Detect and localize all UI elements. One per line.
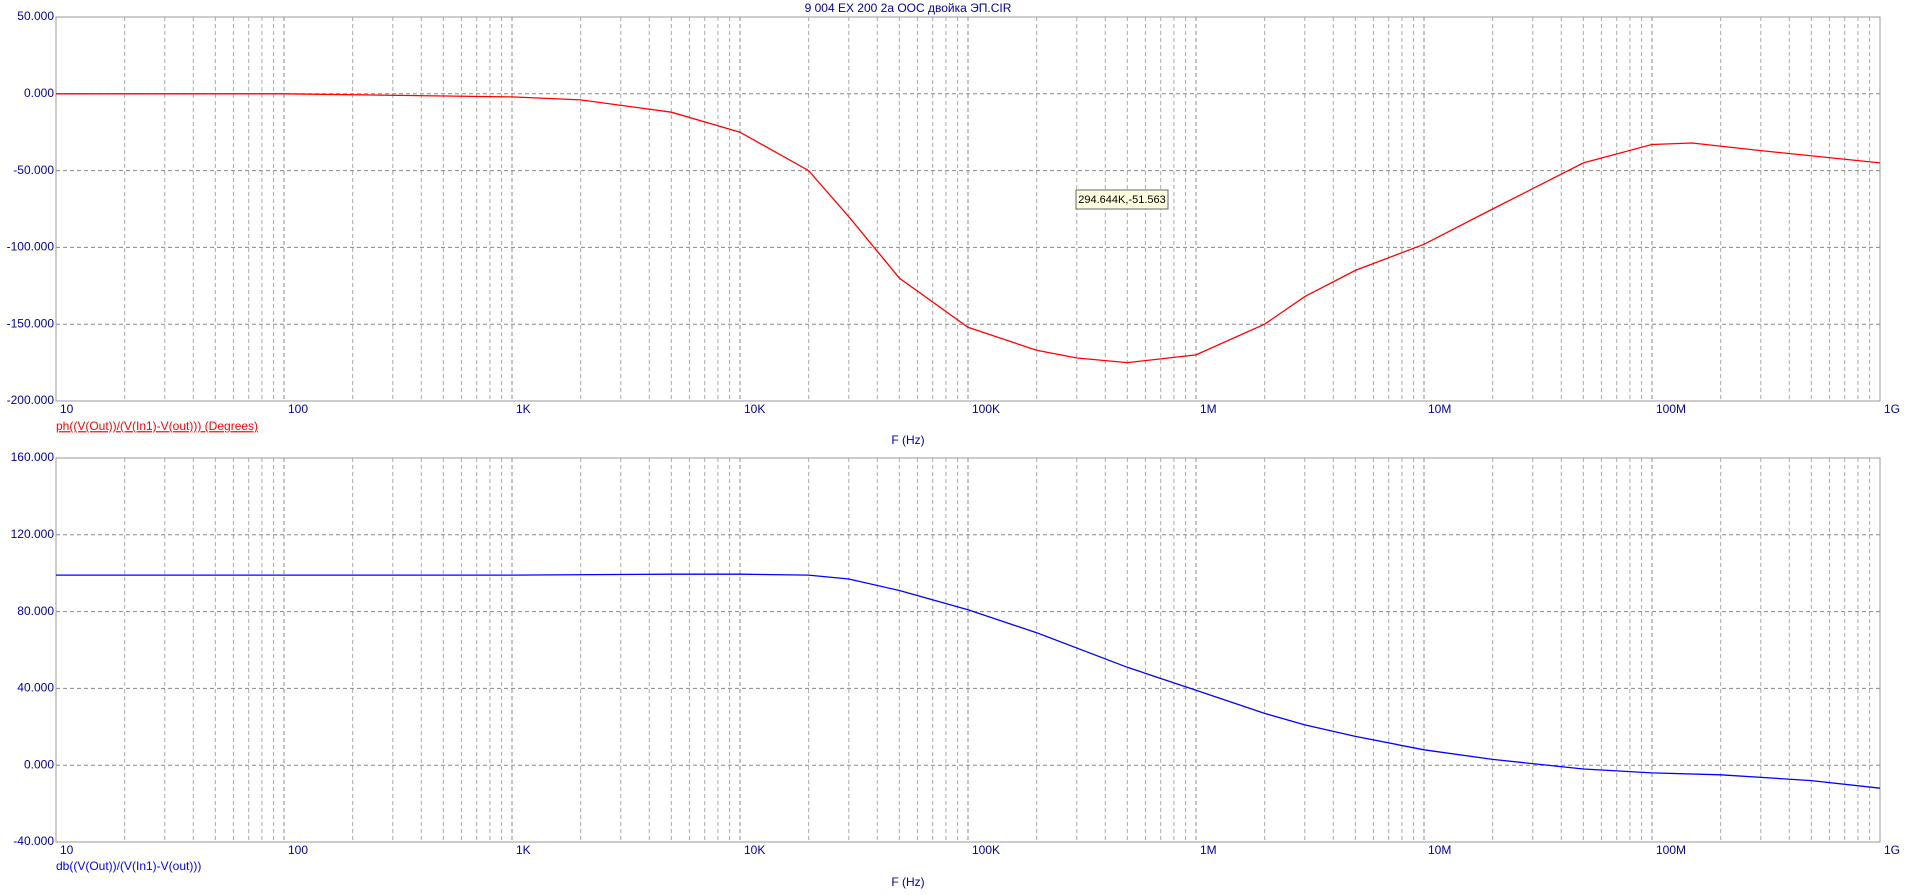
y-tick-label: 80.000 bbox=[17, 604, 54, 618]
y-tick-label: 0.000 bbox=[24, 757, 54, 771]
y-tick-label: 50.000 bbox=[17, 9, 54, 23]
annotation: 294.644K,-51.563 bbox=[1078, 194, 1165, 206]
x-tick-label: 1M bbox=[1200, 402, 1217, 416]
y-tick-label: 40.000 bbox=[17, 681, 54, 695]
x-tick-label: 100K bbox=[972, 843, 1000, 857]
legend-label: ph((V(Out))/(V(In1)-V(out))) (Degrees) bbox=[56, 419, 258, 433]
x-axis-label: F (Hz) bbox=[891, 433, 924, 447]
y-tick-label: -40.000 bbox=[13, 834, 54, 848]
x-tick-label: 10 bbox=[60, 402, 74, 416]
series-line bbox=[56, 573, 1881, 789]
y-tick-label: -50.000 bbox=[13, 163, 54, 177]
x-tick-label: 100K bbox=[972, 402, 1000, 416]
y-tick-label: 120.000 bbox=[11, 527, 55, 541]
x-axis-label: F (Hz) bbox=[891, 875, 924, 889]
x-tick-label: 100M bbox=[1656, 843, 1686, 857]
x-tick-label: 100 bbox=[288, 402, 308, 416]
x-tick-label: 1M bbox=[1200, 843, 1217, 857]
x-tick-label: 1G bbox=[1884, 402, 1900, 416]
x-tick-label: 1K bbox=[516, 402, 531, 416]
y-tick-label: -150.000 bbox=[7, 316, 55, 330]
x-tick-label: 10K bbox=[744, 402, 765, 416]
x-tick-label: 100M bbox=[1656, 402, 1686, 416]
x-tick-label: 10M bbox=[1428, 843, 1451, 857]
y-tick-label: 160.000 bbox=[11, 450, 55, 464]
y-tick-label: -100.000 bbox=[7, 240, 55, 254]
annotation-box bbox=[1075, 189, 1169, 210]
plot-frame bbox=[55, 457, 1881, 843]
chart-title: 9 004 EX 200 2a ООС двойка ЭП.CIR bbox=[805, 1, 1012, 15]
series-line bbox=[56, 93, 1881, 364]
x-tick-label: 10K bbox=[744, 843, 765, 857]
y-tick-label: 0.000 bbox=[24, 86, 54, 100]
x-tick-label: 10 bbox=[60, 843, 74, 857]
x-tick-label: 1K bbox=[516, 843, 531, 857]
legend-label: db((V(Out))/(V(In1)-V(out))) bbox=[56, 859, 201, 873]
plot-frame bbox=[55, 16, 1881, 402]
y-tick-label: -200.000 bbox=[7, 393, 55, 407]
x-tick-label: 100 bbox=[288, 843, 308, 857]
x-tick-label: 1G bbox=[1884, 843, 1900, 857]
x-tick-label: 10M bbox=[1428, 402, 1451, 416]
